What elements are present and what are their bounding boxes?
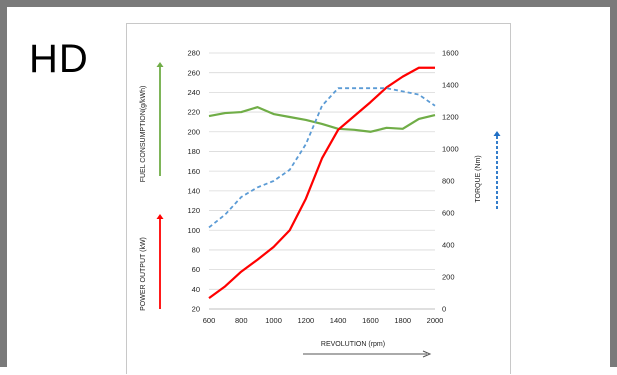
fuel-consumption-line	[208, 106, 436, 133]
left-tick-label: 20	[192, 305, 200, 314]
left-tick-label: 280	[187, 49, 200, 58]
power-arrow-icon	[156, 214, 164, 309]
right-tick-label: 0	[442, 305, 446, 314]
revolution-arrow-icon	[303, 350, 432, 358]
x-axis-title: REVOLUTION (rpm)	[321, 341, 385, 348]
left-tick-label: 60	[192, 265, 200, 274]
fuel-arrow-icon	[156, 62, 164, 176]
x-tick-label: 2000	[427, 316, 444, 325]
right-tick-label: 200	[442, 273, 455, 282]
engine-performance-chart: 20 40 60 80 100 120 140 160 180 200 220 240 260 280 0 2…	[126, 23, 511, 374]
left-tick-label: 160	[187, 167, 200, 176]
right-tick-label: 600	[442, 209, 455, 218]
x-tick-label: 1200	[298, 316, 315, 325]
left-tick-label: 200	[187, 127, 200, 136]
left-tick-label: 40	[192, 285, 200, 294]
x-tick-label: 600	[203, 316, 216, 325]
x-tick-label: 1600	[362, 316, 379, 325]
torque-axis-title: TORQUE (Nm)	[475, 155, 482, 202]
chart-canvas: 20 40 60 80 100 120 140 160 180 200 220 240 260 280 0 2…	[140, 49, 501, 358]
left-tick-label: 240	[187, 88, 200, 97]
left-tick-label: 180	[187, 147, 200, 156]
right-tick-label: 1600	[442, 49, 459, 58]
torque-line	[208, 87, 436, 229]
x-tick-label: 800	[235, 316, 248, 325]
x-tick-label: 1400	[330, 316, 347, 325]
x-tick-label: 1800	[394, 316, 411, 325]
hd-badge: HD	[29, 37, 89, 81]
right-tick-label: 800	[442, 177, 455, 186]
left-tick-label: 100	[187, 226, 200, 235]
power-axis-title: POWER OUTPUT (kW)	[140, 237, 147, 311]
fuel-axis-title: FUEL CONSUMPTION(g/kWh)	[140, 86, 147, 183]
left-tick-label: 140	[187, 186, 200, 195]
right-tick-label: 1000	[442, 145, 459, 154]
left-tick-label: 260	[187, 68, 200, 77]
left-tick-label: 80	[192, 246, 200, 255]
x-tick-label: 1000	[265, 316, 282, 325]
torque-arrow-icon	[493, 131, 501, 209]
right-tick-label: 1200	[442, 113, 459, 122]
left-tick-label: 120	[187, 206, 200, 215]
power-output-line	[208, 66, 435, 300]
right-tick-label: 400	[442, 241, 455, 250]
right-tick-label: 1400	[442, 81, 459, 90]
left-tick-label: 220	[187, 108, 200, 117]
